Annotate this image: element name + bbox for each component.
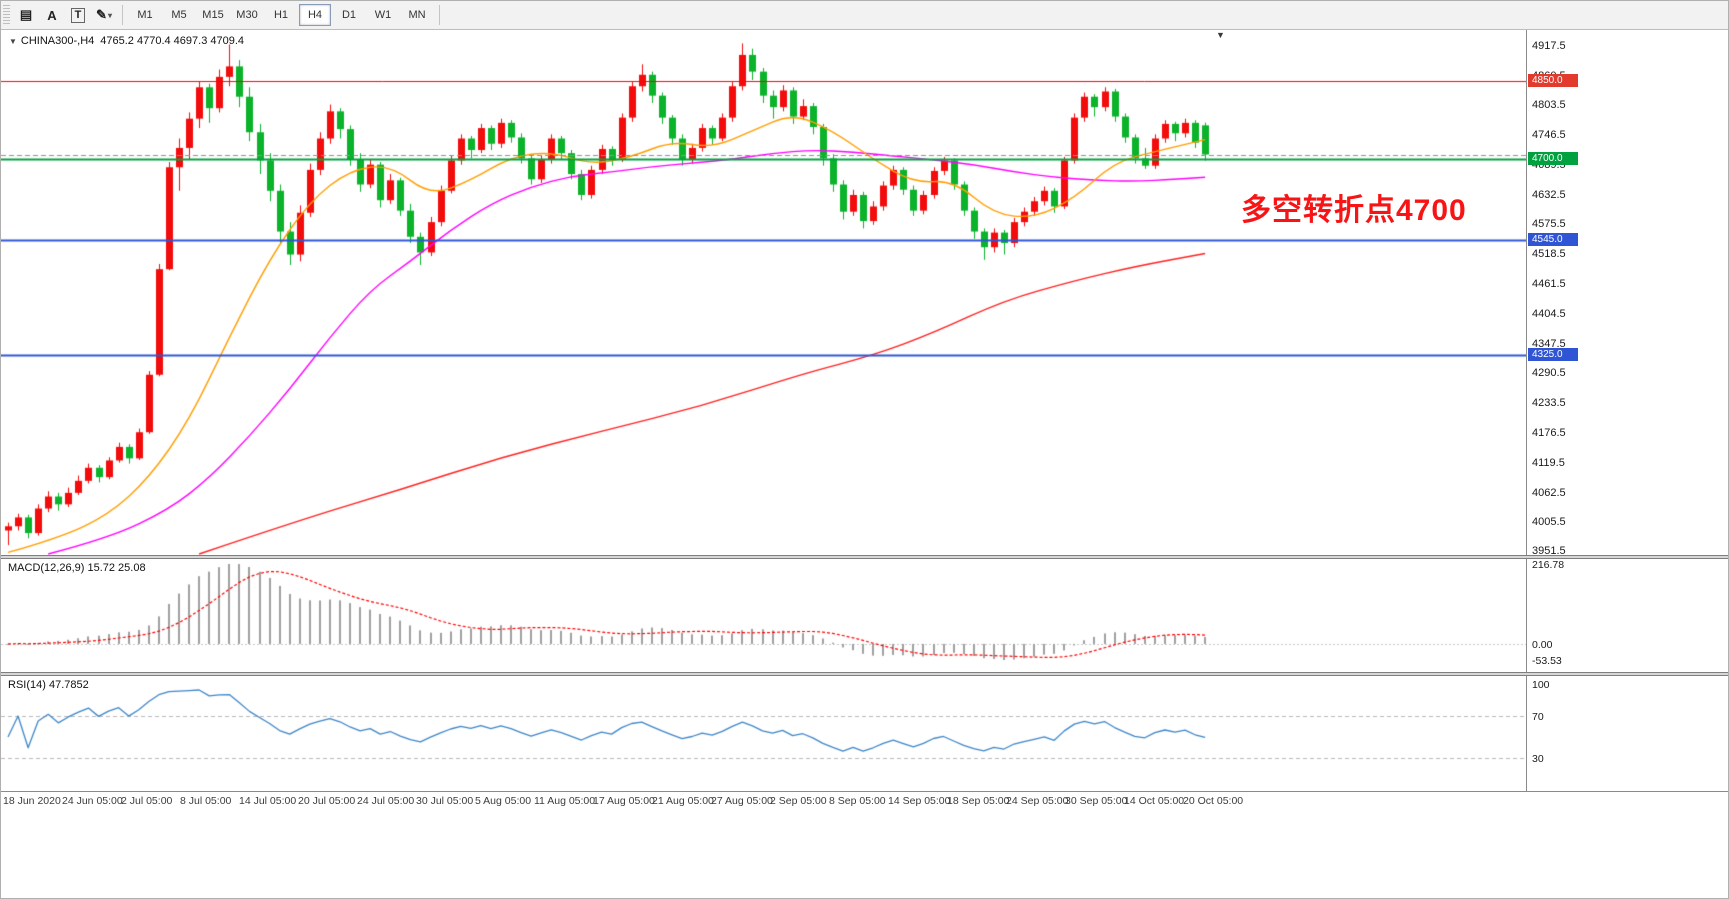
rsi-axis-label: 100 <box>1532 679 1550 691</box>
time-axis[interactable]: 18 Jun 2020 24 Jun 05:00 2 Jul 05:00 8 Jul … <box>1 795 1728 811</box>
time-label: 14 Sep 05:00 <box>888 795 951 807</box>
shapes-tool-icon: ✎ <box>96 7 107 22</box>
price-tick-label: 4347.5 <box>1532 337 1566 350</box>
price-axis[interactable]: 4917.54860.54803.54746.54689.54632.54575… <box>1527 30 1728 557</box>
time-label: 11 Aug 05:00 <box>534 795 596 807</box>
rsi-axis-label: 70 <box>1532 710 1544 723</box>
time-label: 5 Aug 05:00 <box>475 795 532 807</box>
chart-text-annotation[interactable]: 多空转折点4700 <box>1241 194 1467 227</box>
price-tick-label: 4746.5 <box>1532 129 1566 142</box>
time-label: 21 Aug 05:00 <box>652 795 714 807</box>
rsi-axis-label: 30 <box>1532 753 1544 766</box>
price-tick-label: 4119.5 <box>1532 456 1565 469</box>
time-label: 27 Aug 05:00 <box>711 795 773 807</box>
rsi-axis[interactable]: 100 70 30 <box>1527 676 1728 790</box>
timeframe-m15-button[interactable]: M15 <box>202 9 224 21</box>
panel-splitter[interactable] <box>1 672 1728 676</box>
symbol-period-label: CHINA300-,H4 <box>20 35 95 47</box>
time-label: 14 Oct 05:00 <box>1124 795 1185 807</box>
timeframe-m5-button[interactable]: M5 <box>171 9 187 21</box>
chart-ohlc-readout: ▼ CHINA300-,H4 4765.2 4770.4 4697.3 4709.4 <box>9 35 244 47</box>
timeframe-h4-button[interactable]: H4 <box>299 4 331 26</box>
time-label: 30 Sep 05:00 <box>1065 795 1128 807</box>
time-label: 17 Aug 05:00 <box>593 795 655 807</box>
text-tool-button[interactable]: T <box>66 3 90 27</box>
macd-axis-label: 216.78 <box>1532 559 1565 571</box>
price-tick-label: 3951.5 <box>1532 544 1566 557</box>
time-label: 2 Sep 05:00 <box>770 795 827 807</box>
ohlc-values: 4765.2 4770.4 4697.3 4709.4 <box>100 35 245 47</box>
collapse-arrow-icon[interactable]: ▼ <box>9 37 17 46</box>
price-tick-label: 4632.5 <box>1532 188 1566 201</box>
timeframe-m1-button[interactable]: M1 <box>137 9 153 21</box>
time-label: 2 Jul 05:00 <box>121 795 173 807</box>
timeframe-h1-button[interactable]: H1 <box>273 9 289 21</box>
toolbar-separator <box>122 5 123 25</box>
time-label: 20 Jul 05:00 <box>298 795 356 807</box>
macd-indicator-label: MACD(12,26,9) 15.72 25.08 <box>8 562 146 574</box>
price-tick-label: 4575.5 <box>1532 218 1566 231</box>
timeframe-m30-button[interactable]: M30 <box>236 9 258 21</box>
time-axis-border <box>1 791 1728 792</box>
dropdown-caret-icon: ▾ <box>107 10 112 20</box>
price-tick-label: 4518.5 <box>1532 248 1566 261</box>
chart-shift-marker-icon[interactable]: ▼ <box>1216 30 1225 40</box>
toolbar-grip[interactable] <box>3 5 10 25</box>
time-label: 30 Jul 05:00 <box>416 795 474 807</box>
rsi-indicator-label: RSI(14) 47.7852 <box>8 679 89 691</box>
time-label: 18 Sep 05:00 <box>947 795 1010 807</box>
timeframe-d1-button[interactable]: D1 <box>341 9 357 21</box>
time-label: 20 Oct 05:00 <box>1183 795 1244 807</box>
text-tool-icon: T <box>70 7 86 23</box>
time-label: 14 Jul 05:00 <box>239 795 297 807</box>
price-line-badge: 4545.0 <box>1528 233 1578 247</box>
toolbar-separator <box>439 5 440 25</box>
time-label: 8 Jul 05:00 <box>180 795 232 807</box>
price-axis-border <box>1526 30 1527 791</box>
main-chart-canvas[interactable] <box>1 30 1526 555</box>
rsi-canvas[interactable] <box>1 676 1526 790</box>
panel-splitter[interactable] <box>1 555 1728 559</box>
macd-axis[interactable]: 216.78 0.00 -53.53 <box>1527 559 1728 671</box>
time-label: 8 Sep 05:00 <box>829 795 886 807</box>
price-line-badge: 4325.0 <box>1528 348 1578 362</box>
price-tick-label: 4176.5 <box>1532 427 1566 439</box>
macd-axis-label: -53.53 <box>1532 655 1562 667</box>
label-tool-icon: A <box>47 7 57 23</box>
drawing-tools: ▤ A T ✎ ▾ <box>13 3 117 27</box>
shapes-tool-button[interactable]: ✎ ▾ <box>92 3 116 27</box>
price-tick-label: 4803.5 <box>1532 99 1566 112</box>
price-line-badge: 4700.0 <box>1528 152 1578 166</box>
chart-grid-tool-icon: ▤ <box>19 7 33 22</box>
price-tick-label: 4917.5 <box>1532 39 1566 52</box>
macd-axis-label: 0.00 <box>1532 638 1553 651</box>
price-tick-label: 4233.5 <box>1532 397 1566 410</box>
time-label: 24 Jun 05:00 <box>62 795 123 807</box>
price-tick-label: 4290.5 <box>1532 367 1566 380</box>
toolbar: ▤ A T ✎ ▾ M1 M5 M15 M30 H1 H4 D1 W1 MN <box>1 1 1728 30</box>
timeframe-w1-button[interactable]: W1 <box>374 9 392 21</box>
time-label: 24 Sep 05:00 <box>1006 795 1069 807</box>
macd-canvas[interactable] <box>1 559 1526 671</box>
chart-grid-tool-button[interactable]: ▤ <box>14 3 38 27</box>
time-label: 24 Jul 05:00 <box>357 795 415 807</box>
timeframe-buttons: M1 M5 M15 M30 H1 H4 D1 W1 MN <box>128 4 434 26</box>
price-tick-label: 4005.5 <box>1532 516 1566 529</box>
price-tick-label: 4062.5 <box>1532 486 1566 499</box>
price-line-badge: 4850.0 <box>1528 74 1578 88</box>
label-tool-button[interactable]: A <box>40 3 64 27</box>
time-label: 18 Jun 2020 <box>3 795 61 807</box>
timeframe-mn-button[interactable]: MN <box>408 9 426 21</box>
price-tick-label: 4461.5 <box>1532 278 1566 291</box>
price-tick-label: 4404.5 <box>1532 307 1566 320</box>
